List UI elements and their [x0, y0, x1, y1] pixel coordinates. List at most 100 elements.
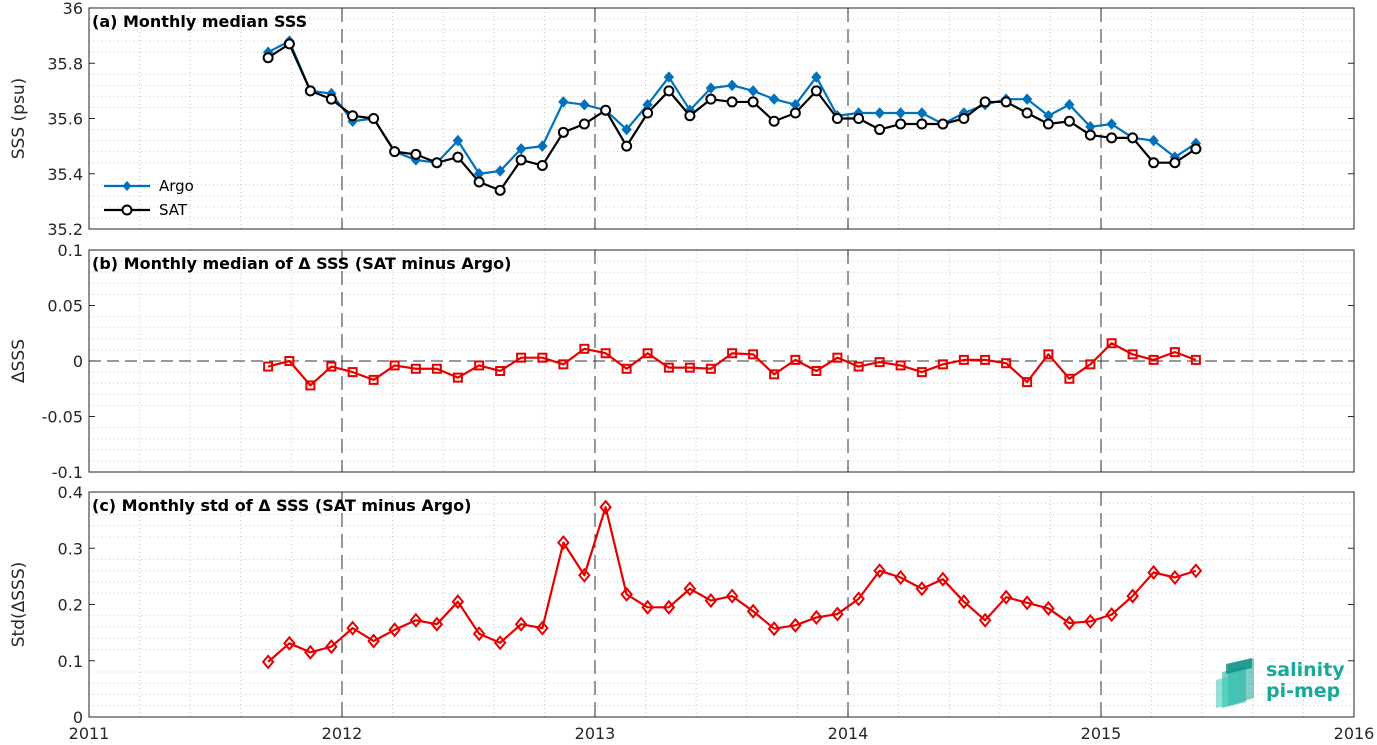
data-point: [430, 616, 444, 632]
data-point: [1084, 129, 1096, 141]
data-point: [1064, 98, 1075, 111]
data-point: [1106, 132, 1118, 144]
data-point: [347, 367, 358, 378]
y-tick-label: -0.05: [42, 408, 83, 427]
series-line: [267, 342, 1197, 387]
data-point: [683, 581, 697, 597]
data-point: [663, 85, 675, 97]
data-point: [895, 118, 907, 130]
y-tick-label: 35.6: [47, 110, 83, 129]
data-point: [789, 107, 801, 119]
salinity-pi-mep-logo: salinity pi-mep: [1216, 658, 1345, 708]
data-point: [916, 367, 927, 378]
data-point: [725, 588, 739, 604]
data-point: [1020, 595, 1034, 611]
data-point: [579, 343, 590, 354]
data-point: [1064, 373, 1075, 384]
panel-title: (a) Monthly median SSS: [92, 12, 307, 31]
data-point: [579, 98, 590, 111]
data-point: [811, 365, 822, 376]
data-point: [1127, 349, 1138, 360]
data-point: [621, 363, 632, 374]
data-point: [790, 354, 801, 365]
data-point: [283, 38, 295, 50]
panel-b: -0.1 -0.05 0 0.05 0.1 ΔSSS (b) Monthly median …: [9, 241, 1355, 482]
data-point: [536, 159, 548, 171]
y-tick-label: 35.2: [47, 220, 83, 239]
series-argo: [262, 35, 1202, 180]
data-point: [473, 176, 485, 188]
data-point: [916, 118, 928, 130]
data-point: [1021, 107, 1033, 119]
data-point: [514, 616, 528, 632]
series-line: [267, 506, 1197, 663]
y-tick-label: -0.1: [52, 463, 83, 482]
data-point: [915, 581, 929, 597]
data-point: [746, 603, 760, 619]
data-point: [261, 654, 275, 670]
data-point: [958, 113, 970, 124]
data-point: [1169, 347, 1180, 358]
data-point: [325, 93, 337, 105]
data-point: [410, 363, 421, 374]
data-point: [389, 360, 400, 371]
data-point: [346, 620, 359, 636]
logo-line1: salinity: [1266, 659, 1345, 681]
legend-marker: [122, 181, 132, 191]
y-axis-label: Std(ΔSSS): [9, 562, 29, 648]
data-point: [1085, 359, 1096, 370]
data-point: [558, 96, 569, 108]
data-point: [874, 124, 886, 136]
data-point: [853, 113, 865, 124]
data-point: [748, 349, 759, 360]
logo-emblem-icon: [1216, 658, 1254, 708]
data-point: [810, 609, 823, 626]
y-tick-label: 0: [73, 352, 83, 371]
data-point: [1063, 115, 1075, 127]
data-point: [1106, 338, 1117, 349]
panel-a: 35.2 35.4 35.6 35.8 36 SSS (psu) (a) Monthly m…: [9, 0, 1355, 239]
data-point: [999, 589, 1013, 605]
grid: [89, 250, 1354, 472]
panel-title: (b) Monthly median of Δ SSS (SAT minus A…: [92, 254, 511, 273]
series-c: [261, 499, 1203, 670]
data-point: [874, 357, 885, 368]
data-point: [452, 372, 463, 383]
logo-line2: pi-mep: [1266, 680, 1340, 702]
data-point: [937, 359, 948, 370]
data-point: [705, 82, 717, 94]
data-point: [1169, 157, 1181, 169]
panel-c: 0 0.1 0.2 0.3 0.4 2011 2012 2013 2014 2015 2016 Std…: [9, 483, 1374, 743]
y-tick-label: 0.2: [58, 596, 83, 615]
x-tick-label: 2013: [575, 724, 616, 743]
data-point: [831, 113, 843, 124]
data-point: [978, 612, 992, 628]
data-point: [409, 612, 423, 628]
data-point: [852, 591, 865, 607]
data-point: [493, 635, 507, 651]
data-point: [768, 115, 780, 127]
data-point: [831, 606, 844, 622]
data-point: [979, 96, 991, 108]
data-point: [537, 352, 548, 363]
y-tick-label: 0.4: [58, 483, 83, 502]
data-point: [916, 107, 928, 119]
x-tick-label: 2012: [322, 724, 363, 743]
data-point: [451, 594, 465, 610]
data-point: [895, 360, 906, 371]
data-point: [810, 85, 822, 97]
y-tick-label: 0.05: [47, 297, 83, 316]
data-point: [767, 621, 781, 637]
y-tick-label: 0.3: [58, 539, 83, 558]
data-point: [557, 126, 569, 138]
data-point: [705, 363, 716, 374]
data-point: [599, 499, 612, 515]
panel-title: (c) Monthly std of Δ SSS (SAT minus Argo…: [92, 496, 471, 515]
data-point: [1148, 354, 1159, 365]
data-point: [1000, 96, 1012, 108]
data-point: [1148, 157, 1160, 169]
data-point: [1022, 377, 1033, 388]
y-tick-label: 36: [63, 0, 83, 18]
data-point: [304, 644, 317, 660]
data-point: [262, 52, 274, 64]
